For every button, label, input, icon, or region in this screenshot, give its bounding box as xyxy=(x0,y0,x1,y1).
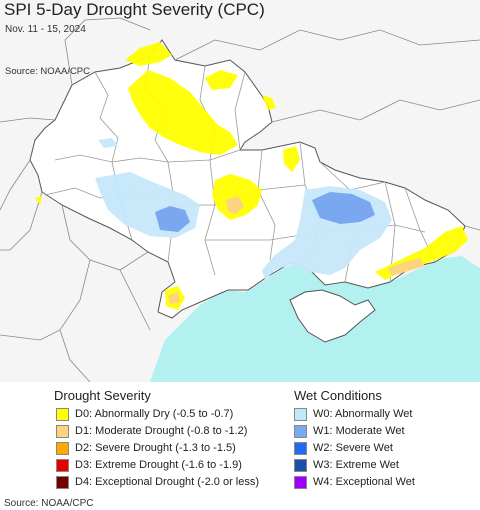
d0-north-tip xyxy=(125,42,172,66)
legend-label-w4: W4: Exceptional Wet xyxy=(313,476,415,488)
legend-label-w1: W1: Moderate Wet xyxy=(313,425,405,437)
legend-swatch-w1 xyxy=(294,424,307,438)
legend-swatch-d0 xyxy=(56,407,69,421)
legend-label-d2: D2: Severe Drought (-1.3 to -1.5) xyxy=(75,442,236,454)
country-borders xyxy=(0,17,480,382)
d0-northeast-1 xyxy=(205,70,238,90)
legend-label-w0: W0: Abnormally Wet xyxy=(313,408,413,420)
date-range: Nov. 11 - 15, 2024 xyxy=(5,24,86,35)
legend-label-d1: D1: Moderate Drought (-0.8 to -1.2) xyxy=(75,425,248,437)
legend-item-w4: W4: Exceptional Wet xyxy=(294,474,415,490)
legend-swatch-w3 xyxy=(294,458,307,472)
w1-west xyxy=(155,206,190,232)
legend-item-d1: D1: Moderate Drought (-0.8 to -1.2) xyxy=(56,423,247,439)
drought-map xyxy=(0,17,480,382)
d1-central xyxy=(226,196,244,214)
legend-label-d0: D0: Abnormally Dry (-0.5 to -0.7) xyxy=(75,408,234,420)
crimea xyxy=(289,289,376,343)
map-title: SPI 5-Day Drought Severity (CPC) xyxy=(4,0,265,19)
wet-conditions-heading: Wet Conditions xyxy=(294,388,382,403)
legend-label-w3: W3: Extreme Wet xyxy=(313,459,399,471)
legend-item-d0: D0: Abnormally Dry (-0.5 to -0.7) xyxy=(56,406,233,422)
legend-panel: Drought Severity Wet Conditions D0: Abno… xyxy=(0,384,480,510)
d1-moderate-drought-areas xyxy=(168,196,425,304)
legend-item-w2: W2: Severe Wet xyxy=(294,440,393,456)
legend-swatch-d1 xyxy=(56,424,69,438)
legend-label-w2: W2: Severe Wet xyxy=(313,442,393,454)
legend-swatch-w2 xyxy=(294,441,307,455)
legend-item-w1: W1: Moderate Wet xyxy=(294,423,405,439)
legend-swatch-w0 xyxy=(294,407,307,421)
legend-swatch-d2 xyxy=(56,441,69,455)
legend-item-w3: W3: Extreme Wet xyxy=(294,457,399,473)
legend-swatch-d4 xyxy=(56,475,69,489)
w1-east xyxy=(312,192,375,224)
d0-west-speck xyxy=(35,196,42,205)
legend-swatch-w4 xyxy=(294,475,307,489)
legend-label-d3: D3: Extreme Drought (-1.6 to -1.9) xyxy=(75,459,242,471)
legend-item-d2: D2: Severe Drought (-1.3 to -1.5) xyxy=(56,440,236,456)
drought-severity-heading: Drought Severity xyxy=(54,388,151,403)
legend-item-d3: D3: Extreme Drought (-1.6 to -1.9) xyxy=(56,457,242,473)
d0-northeast-2 xyxy=(262,95,276,110)
legend-item-d4: D4: Exceptional Drought (-2.0 or less) xyxy=(56,474,259,490)
w0-northwest xyxy=(98,138,118,148)
d1-odesa xyxy=(168,292,180,304)
legend-swatch-d3 xyxy=(56,458,69,472)
map-source-label: Source: NOAA/CPC xyxy=(5,66,90,77)
w1-moderate-wet-areas xyxy=(155,192,375,232)
legend-label-d4: D4: Exceptional Drought (-2.0 or less) xyxy=(75,476,260,488)
d0-north-central xyxy=(128,70,238,155)
source-credit: Source: NOAA/CPC xyxy=(4,498,94,509)
legend-item-w0: W0: Abnormally Wet xyxy=(294,406,412,422)
d0-sumy xyxy=(283,146,300,172)
d1-east xyxy=(388,258,425,276)
